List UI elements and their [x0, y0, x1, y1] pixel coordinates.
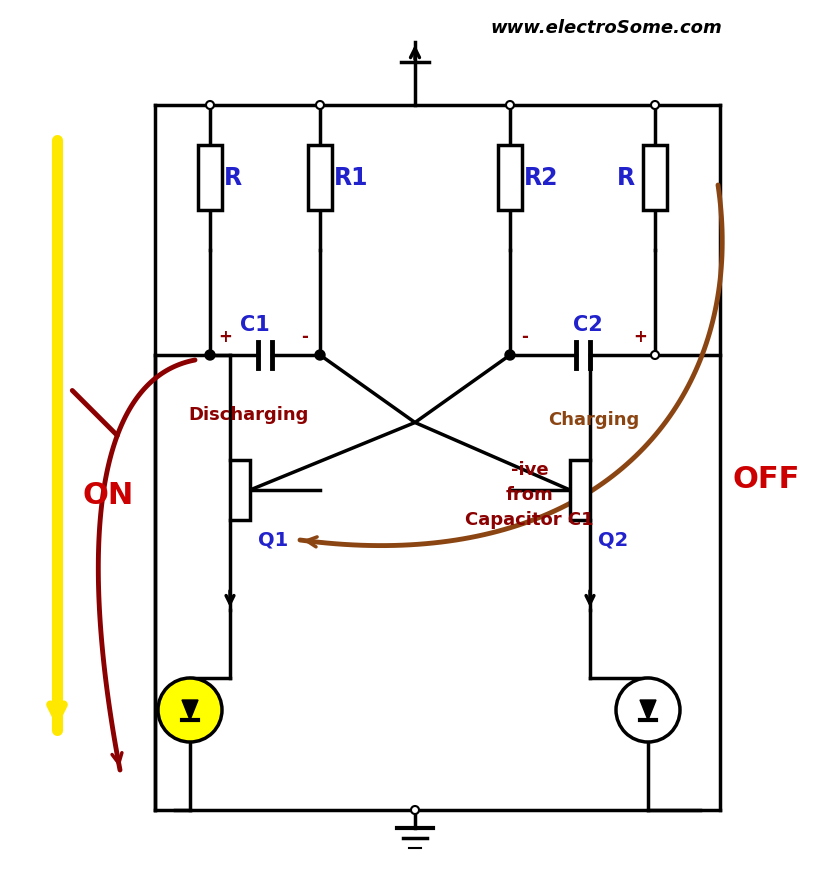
Circle shape [411, 806, 419, 814]
Circle shape [505, 350, 515, 360]
Circle shape [651, 101, 659, 109]
Text: Q2: Q2 [598, 530, 628, 550]
Circle shape [205, 350, 215, 360]
Text: -ive
from
Capacitor C1: -ive from Capacitor C1 [465, 461, 594, 529]
Text: -: - [302, 328, 308, 346]
Text: ON: ON [82, 480, 134, 510]
Text: Discharging: Discharging [188, 406, 308, 424]
Text: Charging: Charging [548, 411, 639, 429]
Text: C1: C1 [240, 315, 270, 335]
Circle shape [158, 678, 222, 742]
Bar [308, 145, 332, 210]
Circle shape [616, 678, 680, 742]
Text: R1: R1 [334, 166, 369, 190]
Bar [643, 145, 667, 210]
Text: R: R [617, 166, 635, 190]
Text: +: + [218, 328, 232, 346]
Polygon shape [182, 700, 198, 720]
Text: R: R [224, 166, 242, 190]
Text: -: - [522, 328, 528, 346]
Circle shape [316, 101, 324, 109]
Polygon shape [640, 700, 656, 720]
Circle shape [651, 351, 659, 359]
Text: +: + [633, 328, 647, 346]
Circle shape [315, 350, 325, 360]
Circle shape [506, 101, 514, 109]
Circle shape [206, 101, 214, 109]
Bar [498, 145, 522, 210]
Text: OFF: OFF [733, 466, 801, 494]
Bar [198, 145, 222, 210]
Text: R2: R2 [524, 166, 559, 190]
Text: Q1: Q1 [258, 530, 288, 550]
Bar [570, 460, 590, 520]
Text: C2: C2 [573, 315, 602, 335]
Text: www.electroSome.com: www.electroSome.com [490, 19, 722, 37]
Bar [230, 460, 250, 520]
